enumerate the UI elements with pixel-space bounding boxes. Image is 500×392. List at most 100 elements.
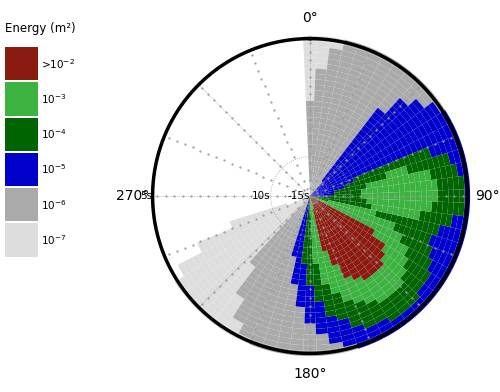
Bar <box>322 186 327 190</box>
Bar <box>324 221 329 227</box>
Bar <box>424 170 431 181</box>
Bar <box>276 223 282 230</box>
Bar <box>391 86 404 98</box>
Bar <box>356 189 362 194</box>
Bar <box>418 211 426 221</box>
Bar <box>235 274 246 284</box>
Bar <box>326 220 332 226</box>
Bar <box>312 191 317 194</box>
Bar <box>238 328 253 339</box>
Bar <box>394 150 403 160</box>
Bar <box>314 156 319 162</box>
Bar <box>311 189 314 194</box>
Bar <box>250 225 258 232</box>
Bar <box>442 253 453 267</box>
Bar <box>382 267 392 278</box>
Bar <box>314 202 318 207</box>
Bar <box>248 249 257 258</box>
Bar <box>367 328 382 339</box>
Bar <box>212 319 227 331</box>
Bar <box>315 178 319 184</box>
Bar <box>329 131 336 138</box>
Bar <box>342 90 352 98</box>
Bar <box>322 234 328 240</box>
Bar <box>314 96 323 102</box>
Bar <box>302 209 306 214</box>
Bar <box>367 130 376 139</box>
Bar <box>361 258 370 267</box>
Bar <box>354 250 363 258</box>
Bar <box>420 109 432 122</box>
Bar <box>408 228 416 239</box>
Bar <box>316 214 320 219</box>
Bar <box>333 87 344 95</box>
Bar <box>352 138 360 146</box>
Bar <box>270 289 280 297</box>
Bar <box>428 234 437 247</box>
Bar <box>346 262 355 270</box>
Bar <box>364 121 374 130</box>
Bar <box>246 314 259 324</box>
Bar <box>372 145 381 154</box>
Bar <box>325 181 330 186</box>
Bar <box>316 200 322 204</box>
Bar <box>260 246 268 254</box>
Bar <box>342 180 349 185</box>
Bar <box>236 333 251 344</box>
Bar <box>428 145 437 158</box>
Bar <box>361 198 367 203</box>
Bar <box>426 158 434 170</box>
Bar <box>352 125 361 134</box>
Bar <box>312 191 316 194</box>
Bar <box>222 260 232 271</box>
Bar <box>378 264 388 274</box>
Bar <box>316 317 326 323</box>
Bar <box>372 187 378 193</box>
Bar <box>320 169 324 174</box>
Bar <box>342 253 349 261</box>
Bar <box>318 181 323 186</box>
Bar <box>330 342 344 349</box>
Bar <box>338 284 348 292</box>
Bar <box>404 183 410 192</box>
Bar <box>322 96 332 103</box>
Bar <box>344 85 354 93</box>
Bar <box>248 309 261 319</box>
Bar <box>411 297 424 310</box>
Bar <box>348 178 354 184</box>
Bar <box>356 242 364 250</box>
Bar <box>344 147 352 154</box>
Bar <box>350 319 363 328</box>
Bar <box>334 220 340 226</box>
Bar <box>312 197 318 200</box>
Bar <box>204 290 216 302</box>
Bar <box>312 198 315 203</box>
Bar <box>382 54 396 65</box>
Bar <box>351 161 358 168</box>
Bar <box>256 295 268 304</box>
Bar <box>338 237 344 244</box>
Bar <box>374 260 384 270</box>
Bar <box>390 142 399 152</box>
Bar <box>306 280 314 285</box>
Bar <box>310 196 312 198</box>
Bar <box>360 147 368 155</box>
Bar <box>346 175 352 180</box>
Bar <box>380 128 390 138</box>
Bar <box>348 208 354 214</box>
Bar <box>322 202 327 206</box>
Bar <box>408 173 415 183</box>
Bar <box>390 152 398 162</box>
Bar <box>312 183 314 188</box>
Bar <box>248 232 256 241</box>
Bar <box>318 252 324 258</box>
Bar <box>356 78 369 88</box>
Bar <box>322 250 329 257</box>
Bar <box>242 280 253 290</box>
Bar <box>328 176 334 181</box>
Bar <box>420 91 432 105</box>
Bar <box>318 219 322 225</box>
Bar <box>321 107 330 114</box>
Bar <box>284 242 290 249</box>
Bar <box>338 66 350 74</box>
